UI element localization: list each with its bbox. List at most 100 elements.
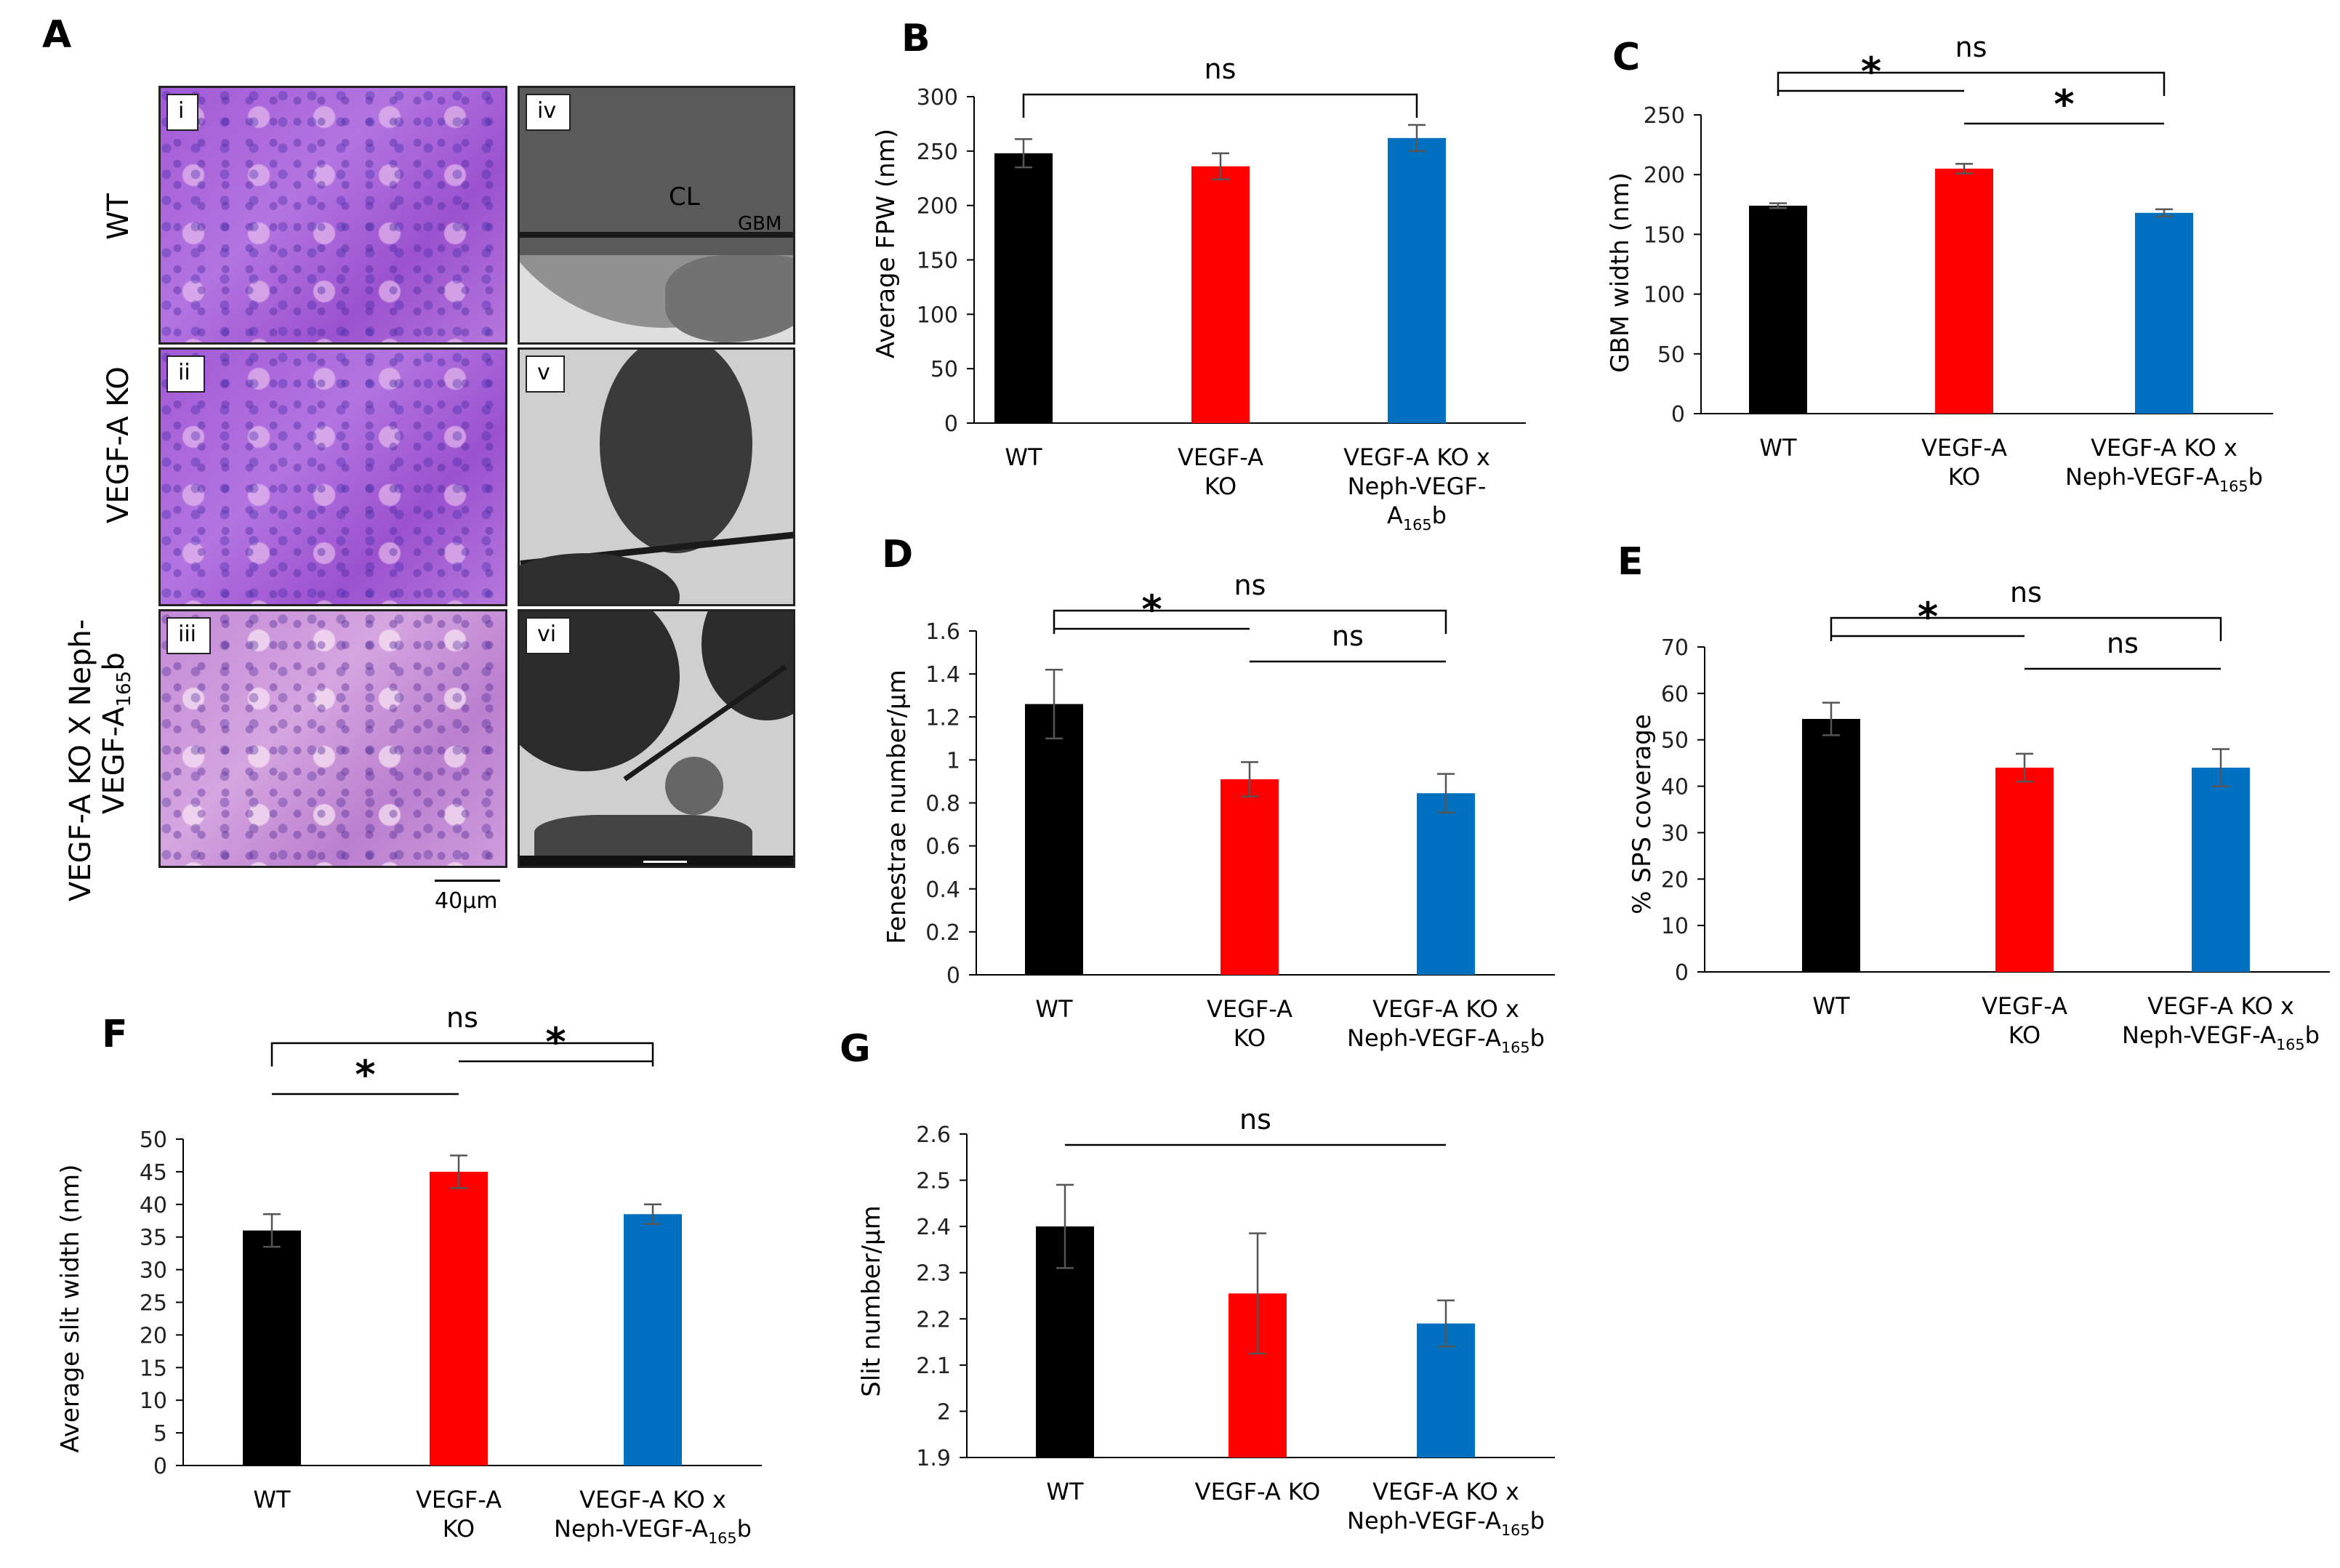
panel-e-bracket-0 <box>1830 616 2222 641</box>
panel-f-y-tick-label: 35 <box>140 1226 167 1251</box>
panel-tag-iv: iv <box>526 94 571 131</box>
em-label-cl: CL <box>669 182 700 212</box>
panel-g-category-label-2: VEGF-A KO x <box>1372 1478 1519 1505</box>
panel-c-bar-0 <box>1749 205 1807 414</box>
panel-b-bar-0 <box>994 153 1053 423</box>
panel-f-y-tick-label: 15 <box>140 1356 167 1381</box>
panel-c-bracket-label-2: * <box>2054 81 2074 127</box>
panel-c-category-label-2: VEGF-A KO x <box>2091 434 2238 462</box>
panel-d-bar-0 <box>1025 704 1083 975</box>
panel-b-y-tick-label: 200 <box>917 194 958 220</box>
panel-d-y-tick-label: 0 <box>946 963 960 989</box>
panel-e-y-tick-label: 0 <box>1675 960 1689 986</box>
panel-f-y-tick-label: 20 <box>140 1323 167 1348</box>
panel-c-bracket-0 <box>1777 71 2166 96</box>
panel-f-bracket-label-2: * <box>355 1052 375 1098</box>
he-micrograph-neph: iii <box>158 609 507 868</box>
panel-d-y-axis-label: Fenestrae number/µm <box>882 670 912 944</box>
panel-g-y-tick-label: 2.1 <box>916 1354 951 1379</box>
panel-c-bracket-label-1: * <box>1861 49 1881 95</box>
panel-b-category-label-2: VEGF-A KO x <box>1343 443 1490 471</box>
panel-e-category-label-2: Neph-VEGF-A165b <box>2122 1021 2320 1053</box>
panel-e-y-axis-label: % SPS coverage <box>1628 714 1657 914</box>
panel-b-y-tick-label: 150 <box>917 249 958 274</box>
panel-e-category-label-1: KO <box>2009 1021 2041 1049</box>
panel-d-category-label-2: Neph-VEGF-A165b <box>1347 1024 1545 1056</box>
em-micrograph-neph: vi <box>518 609 795 868</box>
panel-g-bracket-label-0: ns <box>1239 1103 1271 1135</box>
panel-c-bracket-label-0: ns <box>1955 31 1987 63</box>
panel-c-category-label-1: KO <box>1948 463 1980 491</box>
panel-e-bar-0 <box>1802 718 1860 972</box>
panel-b-bar-2 <box>1388 137 1446 423</box>
panel-b-bracket-0 <box>1022 93 1418 118</box>
panel-f-y-tick-label: 10 <box>140 1388 167 1414</box>
panel-e-bracket-label-0: ns <box>2010 576 2042 608</box>
panel-e-y-tick-label: 10 <box>1661 914 1689 939</box>
panel-b-category-label-1: KO <box>1205 473 1237 500</box>
he-micrograph-vegfa-ko: ii <box>158 347 507 606</box>
panel-tag-vi: vi <box>526 617 571 654</box>
panel-f-category-label-2: Neph-VEGF-A165b <box>554 1515 752 1547</box>
panel-b-category-label-2: Neph-VEGF- <box>1348 473 1487 500</box>
panel-g-y-tick-label: 2.6 <box>916 1122 951 1148</box>
scale-bar <box>435 880 500 882</box>
panel-d-y-tick-label: 0.4 <box>925 877 960 903</box>
panel-e-bar-2 <box>2192 768 2250 972</box>
panel-f-category-label-0: WT <box>253 1486 291 1513</box>
panel-d-y-tick-label: 1.4 <box>925 662 960 688</box>
panel-g-y-tick-label: 2.3 <box>916 1261 951 1287</box>
panel-f-y-tick-label: 50 <box>140 1127 167 1153</box>
panel-b-letter: B <box>901 17 930 60</box>
panel-d-bracket-label-1: * <box>1141 587 1162 632</box>
panel-e-y-tick-label: 60 <box>1661 682 1689 707</box>
panel-d-y-tick-label: 1.6 <box>925 619 960 645</box>
panel-e-y-tick-label: 40 <box>1661 775 1689 800</box>
panel-g-category-label-2: Neph-VEGF-A165b <box>1347 1507 1545 1539</box>
panel-f-y-tick-label: 0 <box>153 1454 167 1479</box>
panel-f-y-axis-label: Average slit width (nm) <box>56 1165 85 1453</box>
panel-tag-v: v <box>526 355 565 393</box>
panel-d-y-tick-label: 0.2 <box>925 920 960 946</box>
em-micrograph-vegfa-ko: v <box>518 347 795 606</box>
panel-d-bracket-0 <box>1053 609 1447 634</box>
panel-g-y-tick-label: 2.5 <box>916 1169 951 1194</box>
panel-f-y-tick-label: 30 <box>140 1258 167 1284</box>
em-label-gbm: GBM <box>738 213 782 235</box>
panel-b-y-tick-label: 0 <box>944 411 958 437</box>
panel-f-bracket-label-1: * <box>545 1019 566 1065</box>
panel-f-y-tick-label: 5 <box>153 1421 167 1447</box>
panel-f-bar-2 <box>624 1214 682 1466</box>
panel-d-category-label-1: KO <box>1234 1024 1266 1052</box>
panel-c-category-label-0: WT <box>1759 434 1797 462</box>
panel-g-letter: G <box>840 1027 871 1071</box>
he-micrograph-wt: i <box>158 86 507 345</box>
panel-b-y-axis-label: Average FPW (nm) <box>872 129 901 358</box>
panel-d-letter: D <box>882 533 913 576</box>
panel-f-letter: F <box>102 1013 128 1056</box>
panel-e-y-tick-label: 70 <box>1661 635 1689 661</box>
panel-f-y-tick-label: 45 <box>140 1160 167 1186</box>
panel-e-letter: E <box>1617 540 1644 584</box>
scale-bar-label: 40μm <box>435 888 498 914</box>
panel-a-letter: A <box>42 13 72 57</box>
panel-c-y-tick-label: 200 <box>1644 163 1685 188</box>
panel-d-y-tick-label: 0.6 <box>925 835 960 860</box>
panel-b-category-label-2: A165b <box>1387 502 1447 534</box>
panel-b-y-tick-label: 100 <box>917 302 958 328</box>
panel-f-bracket-label-0: ns <box>446 1002 478 1034</box>
panel-g-y-tick-label: 2.4 <box>916 1215 951 1240</box>
panel-b-category-label-1: VEGF-A <box>1178 443 1263 471</box>
panel-c-y-tick-label: 50 <box>1657 342 1685 368</box>
panel-d-y-tick-label: 1.2 <box>925 705 960 731</box>
panel-tag-i: i <box>166 94 199 131</box>
panel-c-bar-2 <box>2135 212 2193 414</box>
panel-d-bar-2 <box>1417 793 1475 975</box>
panel-e-y-tick-label: 20 <box>1661 867 1689 893</box>
panel-f-category-label-2: VEGF-A KO x <box>579 1486 726 1513</box>
panel-e-bracket-label-2: ns <box>2107 627 2139 659</box>
panel-e-category-label-2: VEGF-A KO x <box>2147 992 2294 1020</box>
panel-tag-iii: iii <box>166 617 212 654</box>
panel-e-y-tick-label: 50 <box>1661 728 1689 754</box>
